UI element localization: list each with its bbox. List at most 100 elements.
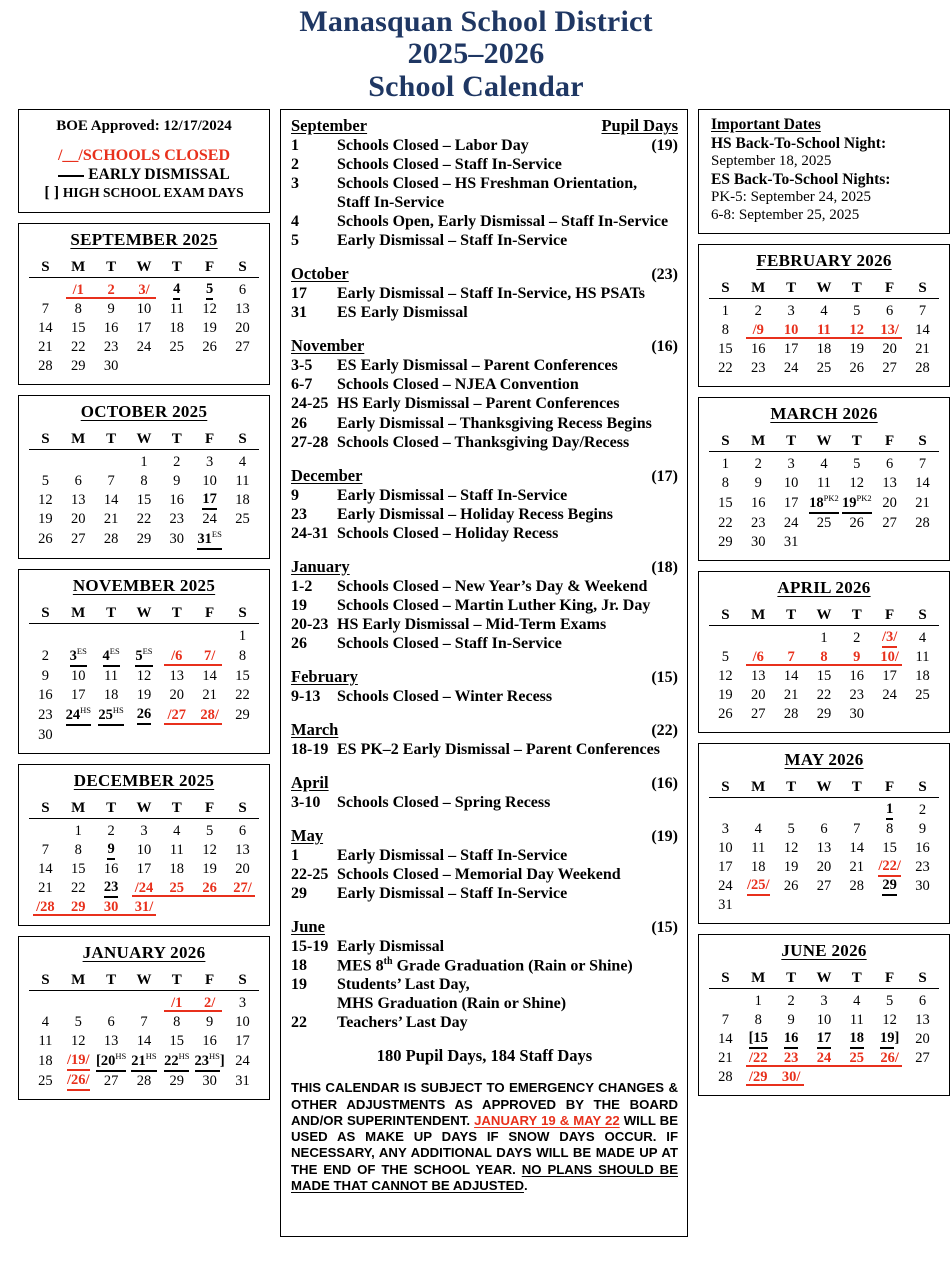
day-cell[interactable]: 18 bbox=[160, 860, 193, 879]
day-cell[interactable]: 20 bbox=[226, 860, 259, 879]
day-cell[interactable]: 14 bbox=[128, 1032, 161, 1051]
day-cell[interactable]: 9 bbox=[775, 1011, 808, 1030]
day-cell[interactable]: 4ES bbox=[95, 646, 128, 667]
day-cell[interactable]: /19/ bbox=[62, 1051, 95, 1072]
day-cell[interactable]: 21HS bbox=[128, 1051, 161, 1072]
day-cell[interactable]: 15 bbox=[226, 667, 259, 686]
day-cell[interactable]: /9 bbox=[742, 321, 778, 340]
day-cell[interactable]: 5 bbox=[775, 820, 808, 839]
day-cell[interactable]: 25 bbox=[160, 338, 193, 357]
day-cell[interactable]: 20 bbox=[808, 858, 841, 877]
day-cell[interactable]: 2/ bbox=[190, 994, 226, 1013]
day-cell[interactable]: 29 bbox=[58, 898, 98, 917]
day-cell[interactable]: 9 bbox=[742, 474, 775, 493]
day-cell[interactable]: 1 bbox=[226, 627, 259, 646]
day-cell[interactable]: 27 bbox=[808, 877, 841, 896]
day-cell[interactable]: 3 bbox=[775, 455, 808, 474]
day-cell[interactable]: 7 bbox=[128, 1013, 161, 1032]
day-cell[interactable]: 7 bbox=[771, 648, 811, 667]
day-cell[interactable]: 19 bbox=[709, 686, 742, 705]
day-cell[interactable]: 19 bbox=[29, 510, 62, 529]
day-cell[interactable]: 20 bbox=[62, 510, 95, 529]
day-cell[interactable]: 18PK2 bbox=[808, 493, 841, 514]
day-cell[interactable]: 3 bbox=[808, 992, 841, 1011]
day-cell[interactable]: 31 bbox=[775, 533, 808, 552]
day-cell[interactable]: 1 bbox=[128, 453, 161, 472]
day-cell[interactable]: 7 bbox=[29, 841, 62, 860]
day-cell[interactable]: 2 bbox=[95, 822, 128, 841]
day-cell[interactable]: 6 bbox=[873, 455, 906, 474]
day-cell[interactable]: 11 bbox=[29, 1032, 62, 1051]
day-cell[interactable]: 9 bbox=[193, 1013, 226, 1032]
day-cell[interactable]: 25 bbox=[837, 1049, 877, 1068]
day-cell[interactable]: 29 bbox=[128, 529, 161, 550]
day-cell[interactable]: 16 bbox=[742, 493, 775, 514]
day-cell[interactable]: 6 bbox=[808, 820, 841, 839]
day-cell[interactable]: [15 bbox=[742, 1030, 775, 1049]
day-cell[interactable]: 11 bbox=[95, 667, 128, 686]
day-cell[interactable]: 7 bbox=[906, 455, 939, 474]
day-cell[interactable]: 8 bbox=[804, 648, 844, 667]
day-cell[interactable]: 17 bbox=[62, 686, 95, 705]
day-cell[interactable]: 28 bbox=[775, 705, 808, 724]
day-cell[interactable]: 8 bbox=[128, 472, 161, 491]
day-cell[interactable]: 15 bbox=[128, 491, 161, 510]
day-cell[interactable]: 13 bbox=[742, 667, 775, 686]
day-cell[interactable]: 9 bbox=[95, 300, 128, 319]
day-cell[interactable]: 22 bbox=[62, 338, 95, 357]
day-cell[interactable]: 10 bbox=[193, 472, 226, 491]
day-cell[interactable]: 25 bbox=[808, 514, 841, 533]
day-cell[interactable]: 29 bbox=[226, 705, 259, 726]
day-cell[interactable]: 7 bbox=[840, 820, 873, 839]
day-cell[interactable]: 15 bbox=[808, 667, 841, 686]
day-cell[interactable]: 3/ bbox=[124, 281, 161, 300]
day-cell[interactable]: 12 bbox=[128, 667, 161, 686]
day-cell[interactable]: 10 bbox=[775, 474, 808, 493]
day-cell[interactable]: 1 bbox=[709, 455, 742, 474]
day-cell[interactable]: 29 bbox=[709, 533, 742, 552]
day-cell[interactable]: 8 bbox=[62, 300, 95, 319]
day-cell[interactable]: 12 bbox=[193, 300, 226, 319]
day-cell[interactable]: 4 bbox=[160, 822, 193, 841]
day-cell[interactable]: 18 bbox=[226, 491, 259, 510]
day-cell[interactable]: 23HS] bbox=[193, 1051, 226, 1072]
day-cell[interactable]: 23 bbox=[95, 338, 128, 357]
day-cell[interactable]: 23 bbox=[840, 686, 873, 705]
day-cell[interactable]: 13 bbox=[873, 474, 906, 493]
day-cell[interactable]: 13 bbox=[62, 491, 95, 510]
day-cell[interactable]: 13 bbox=[906, 1011, 939, 1030]
day-cell[interactable]: 16 bbox=[742, 340, 775, 359]
day-cell[interactable]: 10 bbox=[709, 839, 742, 858]
day-cell[interactable]: 5 bbox=[193, 281, 226, 301]
day-cell[interactable]: 22 bbox=[709, 359, 742, 378]
day-cell[interactable]: 15 bbox=[62, 860, 95, 879]
day-cell[interactable]: 14 bbox=[775, 667, 808, 686]
day-cell[interactable]: 17 bbox=[775, 493, 808, 514]
day-cell[interactable]: 21 bbox=[29, 338, 62, 357]
day-cell[interactable]: 2 bbox=[91, 281, 131, 300]
day-cell[interactable]: 28 bbox=[95, 529, 128, 550]
day-cell[interactable]: 23 bbox=[95, 879, 128, 898]
day-cell[interactable]: 26 bbox=[190, 879, 229, 898]
day-cell[interactable]: 23 bbox=[771, 1049, 811, 1068]
day-cell[interactable]: 10 bbox=[226, 1013, 259, 1032]
day-cell[interactable]: 20 bbox=[160, 686, 193, 705]
day-cell[interactable]: 30/ bbox=[771, 1068, 808, 1087]
day-cell[interactable]: 23 bbox=[742, 514, 775, 533]
day-cell[interactable]: 14 bbox=[29, 319, 62, 338]
day-cell[interactable]: 21 bbox=[775, 686, 808, 705]
day-cell[interactable]: 8 bbox=[742, 1011, 775, 1030]
day-cell[interactable]: 2 bbox=[29, 646, 62, 667]
day-cell[interactable]: 24 bbox=[193, 510, 226, 529]
day-cell[interactable]: /22 bbox=[742, 1049, 778, 1068]
day-cell[interactable]: 14 bbox=[906, 474, 939, 493]
day-cell[interactable]: 13 bbox=[160, 667, 193, 686]
day-cell[interactable]: 3ES bbox=[62, 646, 95, 667]
day-cell[interactable]: 4 bbox=[29, 1013, 62, 1032]
day-cell[interactable]: 12 bbox=[837, 321, 877, 340]
day-cell[interactable]: 15 bbox=[62, 319, 95, 338]
day-cell[interactable]: /24 bbox=[128, 879, 164, 898]
day-cell[interactable]: 4 bbox=[840, 992, 873, 1011]
day-cell[interactable]: 11 bbox=[808, 474, 841, 493]
day-cell[interactable]: 21 bbox=[906, 340, 939, 359]
